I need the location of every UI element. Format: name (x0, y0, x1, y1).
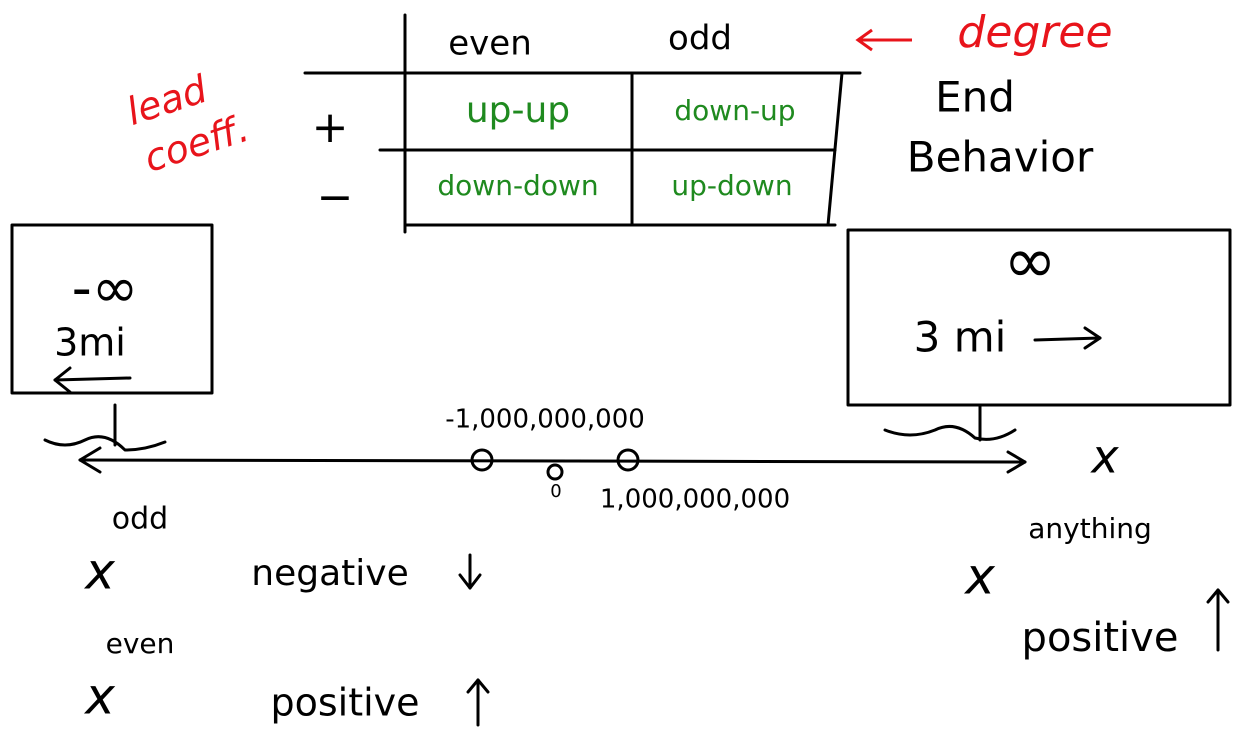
table-lines (303, 13, 862, 234)
exponent: even (106, 627, 175, 660)
marker (546, 463, 564, 481)
sign: positive (1022, 615, 1179, 661)
right-marker: 1,000,000,000 (600, 485, 790, 515)
left-box-label: -∞ (72, 256, 139, 321)
exponent: odd (112, 502, 168, 537)
header-even: even (448, 24, 532, 64)
sign: negative (251, 553, 408, 594)
left-box-distance: 3mi (54, 321, 126, 365)
right-box (846, 228, 1232, 407)
scribble (43, 435, 167, 452)
left-marker: -1,000,000,000 (445, 405, 645, 435)
row-sign: − (317, 172, 354, 223)
marker (616, 448, 640, 472)
right-box-distance: 3 mi (914, 313, 1007, 362)
marker (470, 448, 494, 472)
sign: positive (270, 681, 419, 725)
center-marker: 0 (550, 481, 561, 502)
down-arrow (458, 553, 482, 590)
number-line (43, 424, 1027, 481)
cell: up-down (671, 169, 792, 202)
row-label: lead coeff. (121, 67, 254, 181)
cell: down-up (674, 94, 795, 127)
up-arrow (1206, 588, 1230, 652)
left-box (10, 223, 214, 395)
scribble (883, 424, 1017, 441)
right-box-label: ∞ (1003, 225, 1056, 299)
degree-note: degree (957, 7, 1112, 58)
axis-label: x (1089, 430, 1119, 484)
left-arrow (53, 366, 132, 394)
up-arrow (466, 678, 490, 727)
cell: down-down (437, 169, 598, 202)
row-sign: + (312, 102, 349, 153)
right-arrow (1033, 326, 1102, 350)
red-arrow (855, 28, 912, 52)
cell: up-up (466, 90, 570, 131)
base: x (83, 668, 115, 726)
exponent: anything (1028, 512, 1152, 545)
base: x (963, 548, 995, 606)
header-odd: odd (668, 19, 732, 59)
side-note: End (935, 73, 1015, 122)
base: x (83, 543, 115, 601)
side-note: Behavior (907, 133, 1094, 182)
